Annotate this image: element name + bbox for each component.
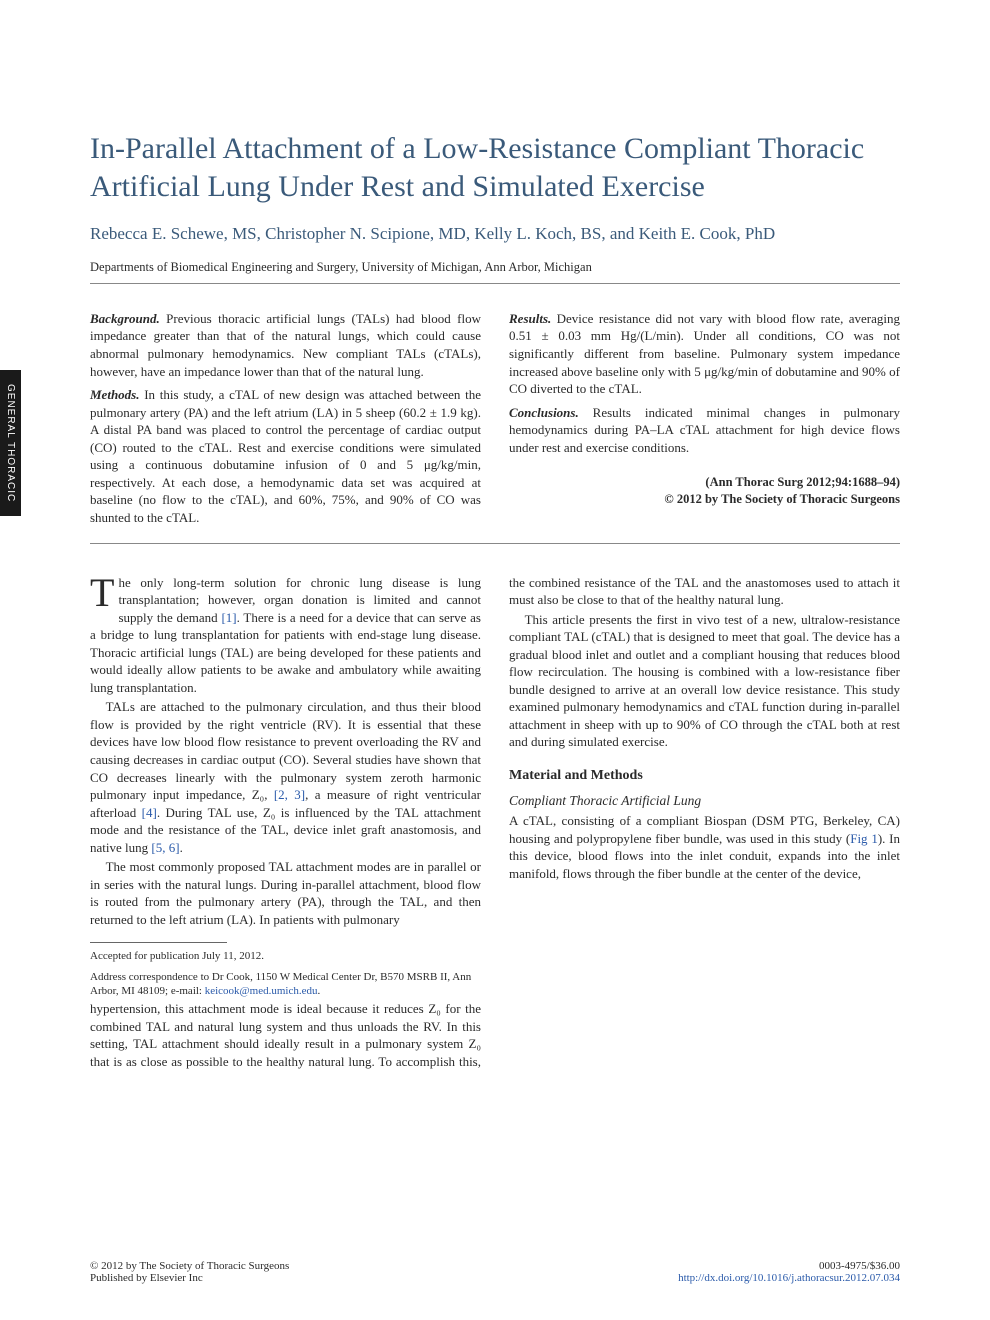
text-results: Device resistance did not vary with bloo… <box>509 311 900 396</box>
text-methods: In this study, a cTAL of new design was … <box>90 387 481 525</box>
body-text-span: . <box>180 840 183 855</box>
author-list: Rebecca E. Schewe, MS, Christopher N. Sc… <box>90 223 900 246</box>
footnote-accepted: Accepted for publication July 11, 2012. <box>90 949 481 963</box>
footnote-divider <box>90 942 227 943</box>
abstract-conclusions: Conclusions. Results indicated minimal c… <box>509 404 900 457</box>
correspondence-suffix: . <box>318 985 321 997</box>
body-paragraph: The only long-term solution for chronic … <box>90 574 481 697</box>
page-footer: © 2012 by The Society of Thoracic Surgeo… <box>90 1260 900 1284</box>
body-paragraph: A cTAL, consisting of a compliant Biospa… <box>509 812 900 882</box>
section-heading-methods: Material and Methods <box>509 767 900 786</box>
reference-link[interactable]: [5, 6] <box>151 840 179 855</box>
abstract-results: Results. Device resistance did not vary … <box>509 310 900 398</box>
footer-left: © 2012 by The Society of Thoracic Surgeo… <box>90 1260 289 1284</box>
label-methods: Methods. <box>90 387 139 402</box>
footnote-correspondence: Address correspondence to Dr Cook, 1150 … <box>90 970 481 999</box>
divider <box>90 543 900 544</box>
affiliation: Departments of Biomedical Engineering an… <box>90 260 900 275</box>
body-paragraph: The most commonly proposed TAL attachmen… <box>90 858 481 928</box>
article-title: In-Parallel Attachment of a Low-Resistan… <box>90 130 900 205</box>
page-content: In-Parallel Attachment of a Low-Resistan… <box>0 0 990 1154</box>
email-link[interactable]: keicook@med.umich.edu <box>205 985 318 997</box>
citation-block: (Ann Thorac Surg 2012;94:1688–94) © 2012… <box>509 474 900 508</box>
footer-copyright: © 2012 by The Society of Thoracic Surgeo… <box>90 1260 289 1272</box>
body-text-span: A cTAL, consisting of a compliant Biospa… <box>509 813 900 846</box>
reference-link[interactable]: [2, 3] <box>274 787 305 802</box>
label-conclusions: Conclusions. <box>509 405 579 420</box>
body-paragraph: This article presents the first in vivo … <box>509 611 900 751</box>
divider <box>90 283 900 284</box>
reference-link[interactable]: [1] <box>221 610 236 625</box>
article-body: The only long-term solution for chronic … <box>90 574 900 1094</box>
footer-issn-price: 0003-4975/$36.00 <box>678 1260 900 1272</box>
label-results: Results. <box>509 311 551 326</box>
reference-link[interactable]: [4] <box>142 805 157 820</box>
label-background: Background. <box>90 311 160 326</box>
abstract-copyright: © 2012 by The Society of Thoracic Surgeo… <box>509 491 900 508</box>
journal-citation: (Ann Thorac Surg 2012;94:1688–94) <box>509 474 900 491</box>
dropcap: T <box>90 574 118 610</box>
body-paragraph: TALs are attached to the pulmonary circu… <box>90 698 481 856</box>
abstract-background: Background. Previous thoracic artificial… <box>90 310 481 380</box>
abstract-methods: Methods. In this study, a cTAL of new de… <box>90 386 481 526</box>
abstract-block: Background. Previous thoracic artificial… <box>90 310 900 527</box>
figure-link[interactable]: Fig 1 <box>850 831 878 846</box>
subsection-heading-ctal: Compliant Thoracic Artificial Lung <box>509 792 900 810</box>
footnote-block: Accepted for publication July 11, 2012. … <box>90 942 481 998</box>
footer-right: 0003-4975/$36.00 http://dx.doi.org/10.10… <box>678 1260 900 1284</box>
doi-link[interactable]: http://dx.doi.org/10.1016/j.athoracsur.2… <box>678 1272 900 1284</box>
footer-publisher: Published by Elsevier Inc <box>90 1272 289 1284</box>
